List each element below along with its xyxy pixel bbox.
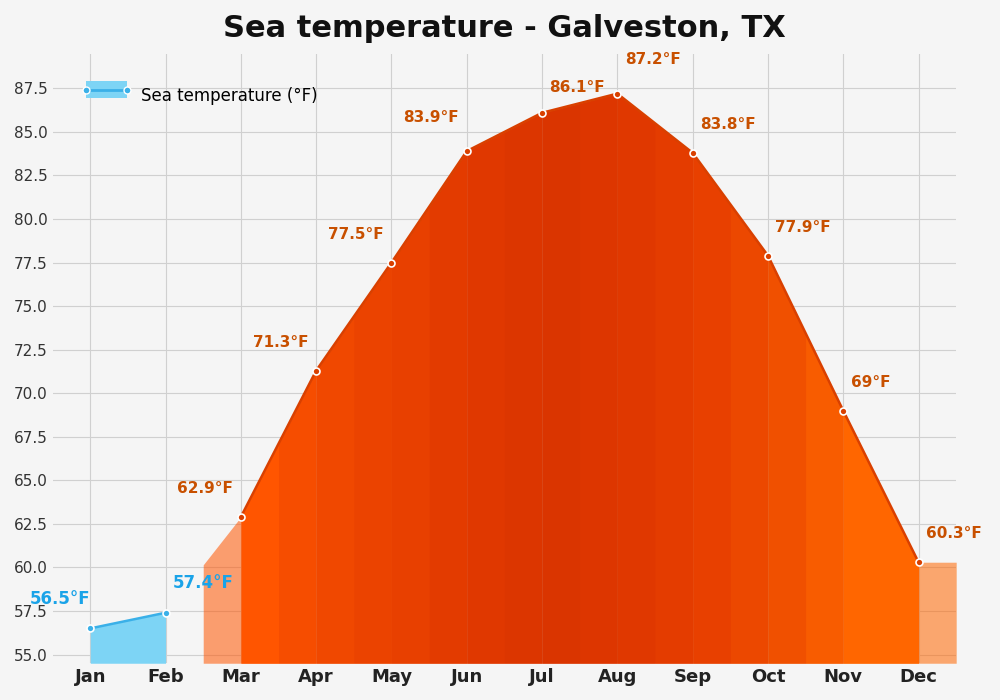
Title: Sea temperature - Galveston, TX: Sea temperature - Galveston, TX <box>223 14 786 43</box>
Text: 62.9°F: 62.9°F <box>177 481 233 496</box>
Text: 71.3°F: 71.3°F <box>253 335 309 350</box>
Text: 57.4°F: 57.4°F <box>173 574 234 592</box>
Text: 77.5°F: 77.5°F <box>328 227 384 242</box>
Text: 56.5°F: 56.5°F <box>30 589 90 608</box>
Text: 83.9°F: 83.9°F <box>404 110 459 125</box>
Text: 87.2°F: 87.2°F <box>625 52 681 67</box>
Text: 77.9°F: 77.9°F <box>775 220 831 235</box>
Legend: Sea temperature (°F): Sea temperature (°F) <box>79 80 324 112</box>
Text: 69°F: 69°F <box>851 374 890 390</box>
Text: 83.8°F: 83.8°F <box>700 117 756 132</box>
Text: 86.1°F: 86.1°F <box>550 80 605 95</box>
Text: 60.3°F: 60.3°F <box>926 526 982 541</box>
